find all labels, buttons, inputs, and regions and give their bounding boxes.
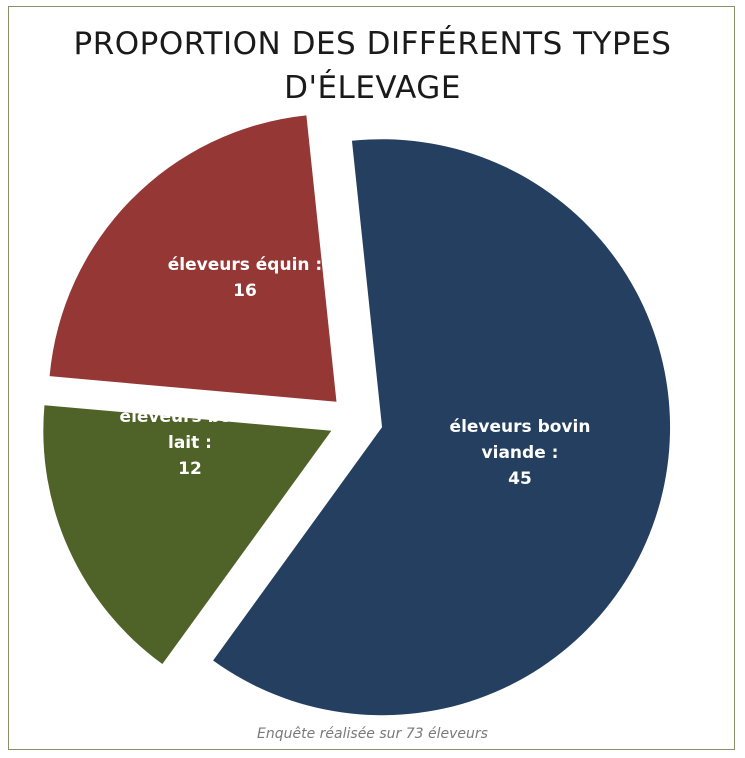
slice-label-line: éleveurs bovin [450,417,591,437]
slice-label-line: 12 [178,459,202,479]
pie-slice-eleveurs-bovin-viande [213,139,671,716]
slice-label-eleveurs-equin: éleveurs équin : 16 [168,255,322,301]
slice-label-eleveurs-bovin-lait: éleveurs bovin lait : 12 [120,407,261,479]
slice-label-line: éleveurs bovin [120,407,261,427]
pie-slice-eleveurs-bovin-lait [43,405,332,665]
pie-slices [43,115,671,716]
slice-label-line: éleveurs équin : [168,255,322,275]
slice-label-line: lait : [168,433,212,453]
chart-footnote: Enquête réalisée sur 73 éleveurs [257,726,488,742]
chart-title-line-1: PROPORTION DES DIFFÉRENTS TYPES [73,26,672,62]
slice-label-line: 16 [233,281,257,301]
slice-label-line: 45 [508,469,532,489]
chart-title-line-2: D'ÉLEVAGE [284,70,461,106]
slice-label-line: viande : [482,443,559,463]
pie-slice-eleveurs-equin [49,115,337,402]
chart-title: PROPORTION DES DIFFÉRENTS TYPES D'ÉLEVAG… [0,22,745,110]
pie-labels: éleveurs bovin viande : 45 éleveurs bovin la… [120,255,591,489]
slice-label-eleveurs-bovin-viande: éleveurs bovin viande : 45 [450,417,591,489]
